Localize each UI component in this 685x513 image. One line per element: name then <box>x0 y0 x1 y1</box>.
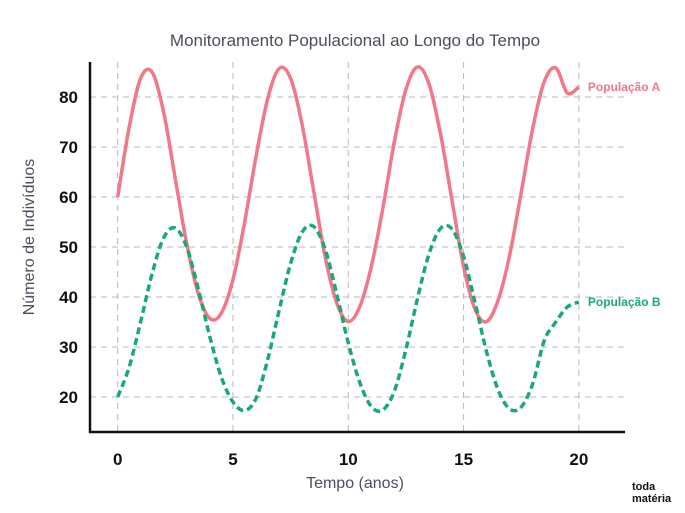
series-label-populacao-b: População B <box>588 295 661 309</box>
y-tick-label: 20 <box>59 388 78 407</box>
y-tick-label: 60 <box>59 188 78 207</box>
svg-text:matéria: matéria <box>632 493 672 505</box>
grid <box>90 62 625 432</box>
x-tick-label: 20 <box>569 450 588 469</box>
toda-materia-logo: toda matéria <box>632 481 672 505</box>
tick-labels: 0 5 10 15 20 20 30 40 50 60 70 80 <box>59 88 588 469</box>
y-tick-label: 30 <box>59 338 78 357</box>
series-line-populacao-b <box>116 223 580 413</box>
x-tick-label: 15 <box>454 450 473 469</box>
series-labels: População A População B <box>588 80 661 309</box>
y-tick-label: 40 <box>59 288 78 307</box>
x-tick-label: 0 <box>113 450 122 469</box>
x-tick-label: 10 <box>339 450 358 469</box>
chart-title: Monitoramento Populacional ao Longo do T… <box>170 31 540 50</box>
x-axis-label: Tempo (anos) <box>306 475 404 492</box>
y-axis-label: Número de Indivíduos <box>21 159 38 316</box>
axes <box>88 62 625 434</box>
y-tick-label: 70 <box>59 138 78 157</box>
svg-text:toda: toda <box>632 481 656 493</box>
y-tick-label: 50 <box>59 238 78 257</box>
x-tick-label: 5 <box>228 450 237 469</box>
y-tick-label: 80 <box>59 88 78 107</box>
series-lines <box>115 65 580 413</box>
series-label-populacao-a: População A <box>588 80 661 94</box>
